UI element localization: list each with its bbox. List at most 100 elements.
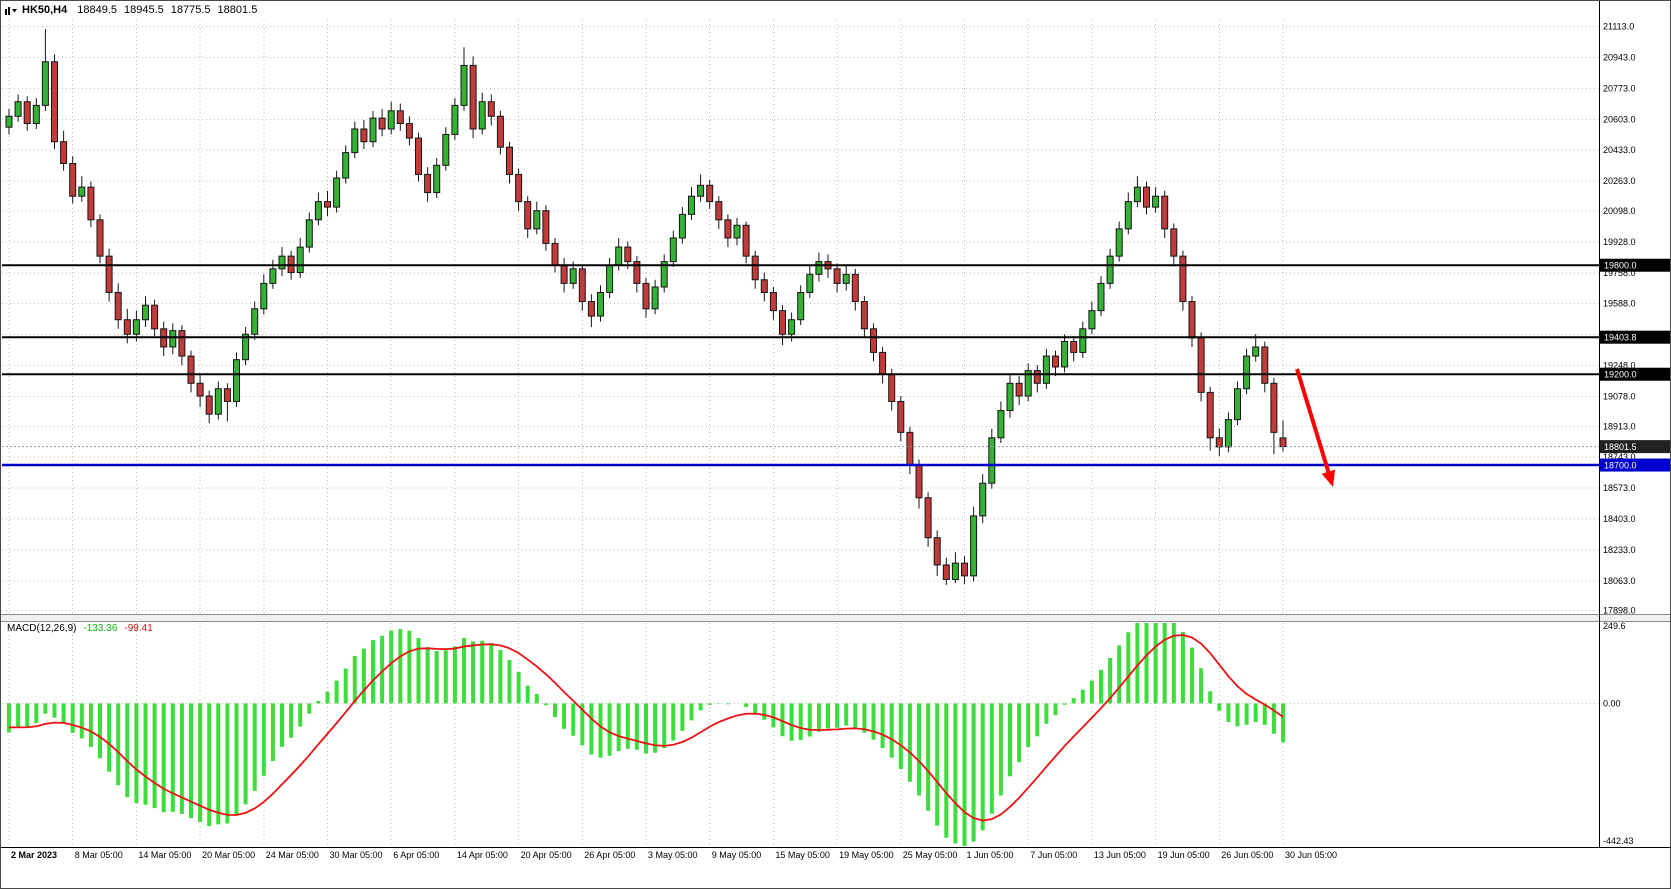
price-axis-label: 18403.0 bbox=[1603, 514, 1636, 524]
time-axis-label: 26 Apr 05:00 bbox=[584, 850, 635, 860]
candle-up bbox=[1133, 186, 1141, 203]
candle-up bbox=[305, 219, 313, 248]
annotation-layer[interactable] bbox=[1295, 368, 1336, 487]
time-axis-label: 19 May 05:00 bbox=[839, 850, 894, 860]
time-axis-label: 19 Jun 05:00 bbox=[1158, 850, 1210, 860]
candle-up bbox=[1006, 382, 1014, 412]
candle-up bbox=[14, 101, 22, 117]
price-axis-label: 19758.0 bbox=[1603, 268, 1636, 278]
price-badge bbox=[1600, 330, 1670, 344]
symbol-period-label: HK50,H4 bbox=[22, 4, 68, 16]
candle-down bbox=[223, 388, 231, 402]
candle-down bbox=[961, 562, 968, 577]
price-axis-label: 19078.0 bbox=[1603, 391, 1636, 401]
candle-up bbox=[5, 115, 13, 128]
candle-down bbox=[196, 382, 204, 397]
time-axis-label: 30 Jun 05:00 bbox=[1285, 850, 1337, 860]
candle-down bbox=[424, 173, 432, 194]
candle-down bbox=[178, 330, 186, 357]
candle-down bbox=[60, 141, 68, 165]
candle-up bbox=[1234, 388, 1241, 421]
candle-up bbox=[1088, 310, 1096, 330]
candle-down bbox=[469, 64, 477, 130]
price-axis-label: 18063.0 bbox=[1603, 576, 1636, 586]
candle-down bbox=[933, 537, 941, 566]
candle-up bbox=[351, 128, 359, 154]
candle-down bbox=[1215, 437, 1223, 448]
candle-down bbox=[69, 163, 77, 197]
macd-signal-line bbox=[8, 634, 1284, 822]
candle-up bbox=[678, 213, 686, 239]
candle-down bbox=[833, 268, 841, 284]
price-badge-label: 18801.5 bbox=[1604, 442, 1637, 452]
macd-axis-label: 0.00 bbox=[1603, 698, 1621, 708]
candle-up bbox=[333, 177, 341, 208]
candle-down bbox=[506, 146, 513, 175]
price-axis-label: 17898.0 bbox=[1603, 606, 1636, 616]
candle-up bbox=[1124, 201, 1132, 230]
candle-up bbox=[660, 261, 668, 288]
candle-down bbox=[706, 184, 714, 203]
candle-up bbox=[797, 291, 805, 321]
candle-up bbox=[1042, 355, 1050, 384]
axes-layer[interactable]: 2 Mar 2023 8 Mar 05:00 14 Mar 05:00 20 Mar … bbox=[1, 1, 1671, 860]
candle-down bbox=[751, 255, 759, 281]
price-badge-label: 19403.8 bbox=[1604, 333, 1637, 343]
price-badge bbox=[1600, 458, 1670, 472]
price-axis-label: 18573.0 bbox=[1603, 483, 1636, 493]
candle-up bbox=[951, 562, 959, 580]
candle-down bbox=[187, 355, 195, 384]
candle-up bbox=[970, 515, 978, 577]
price-axis-label: 19588.0 bbox=[1603, 299, 1636, 309]
candle-down bbox=[415, 137, 422, 175]
price-badge bbox=[1600, 367, 1670, 381]
candle-down bbox=[96, 219, 104, 257]
candle-up bbox=[651, 286, 659, 310]
candle-up bbox=[697, 184, 705, 197]
price-badge-label: 18700.0 bbox=[1604, 461, 1637, 471]
time-axis-label: 9 May 05:00 bbox=[712, 850, 762, 860]
candle-up bbox=[1106, 255, 1114, 284]
candle-up bbox=[733, 224, 741, 239]
candle-up bbox=[233, 359, 240, 402]
price-badge bbox=[1600, 440, 1670, 454]
candle-up bbox=[788, 319, 796, 335]
candle-up bbox=[615, 246, 623, 266]
candle-up bbox=[1061, 341, 1069, 368]
hlines-layer[interactable] bbox=[2, 264, 1599, 467]
time-axis-label: 8 Mar 05:00 bbox=[75, 850, 123, 860]
candles-layer bbox=[5, 29, 1287, 585]
candle-down bbox=[1270, 382, 1278, 433]
candle-up bbox=[806, 273, 814, 293]
candle-up bbox=[142, 304, 149, 321]
candle-up bbox=[688, 195, 695, 215]
trend-arrow-shaft[interactable] bbox=[1295, 368, 1331, 473]
quote-close: 18801.5 bbox=[217, 4, 258, 16]
time-axis-label: 2 Mar 2023 bbox=[11, 850, 57, 860]
candle-down bbox=[642, 282, 650, 310]
candle-up bbox=[1024, 370, 1032, 397]
panel-splitter[interactable] bbox=[1, 615, 1671, 622]
price-axis-label: 20433.0 bbox=[1603, 145, 1636, 155]
candle-down bbox=[1170, 228, 1178, 257]
candle-down bbox=[23, 101, 31, 125]
candle-down bbox=[578, 268, 586, 303]
candle-down bbox=[524, 201, 532, 230]
candle-down bbox=[715, 201, 723, 221]
candle-up bbox=[979, 482, 987, 517]
price-badge bbox=[1600, 258, 1670, 272]
chart-menu-icon[interactable] bbox=[5, 5, 17, 16]
candle-down bbox=[123, 319, 131, 335]
macd-signal-value: -99.41 bbox=[124, 623, 153, 634]
candle-up bbox=[296, 246, 304, 273]
candle-up bbox=[32, 104, 40, 125]
time-axis-label: 3 May 05:00 bbox=[648, 850, 698, 860]
price-axis-label: 20943.0 bbox=[1603, 53, 1636, 63]
candle-down bbox=[1070, 341, 1078, 353]
candle-down bbox=[487, 101, 495, 117]
trend-arrow-head[interactable] bbox=[1321, 469, 1336, 487]
candle-down bbox=[114, 291, 122, 321]
candle-down bbox=[1179, 255, 1187, 303]
candle-down bbox=[897, 400, 905, 433]
